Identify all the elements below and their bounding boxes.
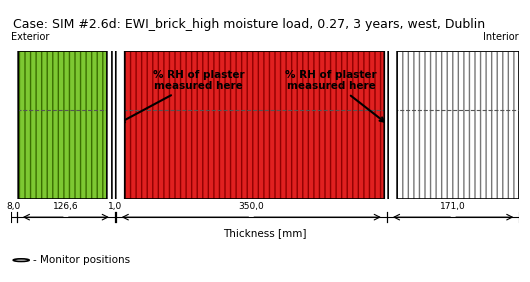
Text: Exterior: Exterior [11,32,50,42]
Text: 350,0: 350,0 [238,202,264,211]
Text: Case: SIM #2.6d: EWI_brick_high moisture load, 0.27, 3 years, west, Dublin: Case: SIM #2.6d: EWI_brick_high moisture… [13,18,485,31]
Text: % RH of plaster
measured here: % RH of plaster measured here [120,70,245,122]
Circle shape [9,0,18,282]
Circle shape [384,0,393,282]
Circle shape [116,0,125,282]
Bar [17,51,115,199]
Text: 1,0: 1,0 [108,202,122,211]
Text: 126,6: 126,6 [53,202,78,211]
Bar [115,51,116,199]
Bar [11,51,17,199]
Bar [116,51,387,199]
Circle shape [107,0,116,282]
Bar [387,51,519,199]
Bar [11,51,17,199]
Circle shape [13,259,29,261]
Text: 171,0: 171,0 [440,202,466,211]
Circle shape [388,0,397,282]
Bar [387,51,519,199]
Bar [17,51,115,199]
Bar [116,51,387,199]
Text: % RH of plaster
measured here: % RH of plaster measured here [285,70,384,122]
Text: - Monitor positions: - Monitor positions [33,255,130,265]
Circle shape [112,0,121,282]
Text: Thickness [mm]: Thickness [mm] [223,228,307,238]
Text: Interior: Interior [483,32,519,42]
Text: 8,0: 8,0 [6,202,21,211]
